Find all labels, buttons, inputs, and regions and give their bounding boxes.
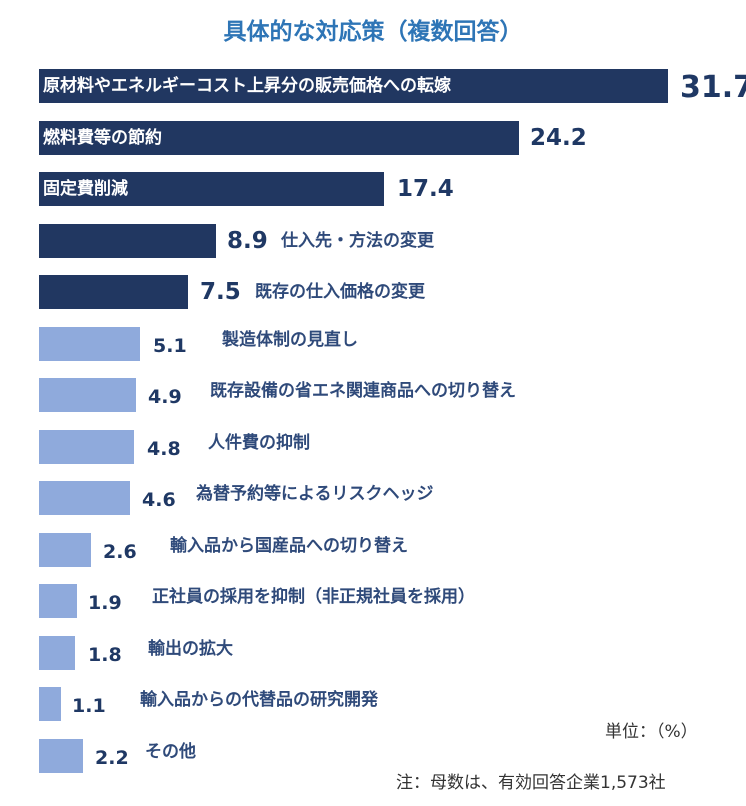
bar xyxy=(39,69,669,103)
category-label: 燃料費等の節約 xyxy=(43,127,162,148)
bar xyxy=(39,481,131,515)
value-label: 4.9 xyxy=(148,386,182,408)
category-label: 輸出の拡大 xyxy=(148,638,233,659)
value-label: 8.9 xyxy=(227,227,268,254)
category-label: 固定費削減 xyxy=(43,179,128,199)
value-label: 1.1 xyxy=(72,695,106,717)
bar xyxy=(39,326,141,361)
category-label: 人件費の抑制 xyxy=(208,432,310,453)
value-label: 17.4 xyxy=(397,176,454,202)
category-label: 既存設備の省エネ関連商品への切り替え xyxy=(210,381,516,401)
bar xyxy=(39,635,75,670)
value-label: 7.5 xyxy=(200,279,241,305)
value-label: 2.2 xyxy=(95,746,129,769)
category-label: 輸入品からの代替品の研究開発 xyxy=(140,690,378,710)
bar xyxy=(39,378,137,412)
value-label: 2.6 xyxy=(103,540,137,563)
bar xyxy=(39,120,520,155)
bar xyxy=(39,223,216,258)
value-label: 24.2 xyxy=(530,124,587,151)
category-label: 製造体制の見直し xyxy=(222,329,358,350)
value-label: 1.8 xyxy=(88,643,122,666)
bar xyxy=(39,532,91,567)
value-label: 1.9 xyxy=(88,592,122,614)
category-label: 為替予約等によるリスクヘッジ xyxy=(196,484,434,504)
chart-title: 具体的な対応策（複数回答） xyxy=(223,19,523,45)
value-label: 4.8 xyxy=(147,437,181,460)
category-label: 既存の仕入価格の変更 xyxy=(255,282,425,302)
value-label: 31.7 xyxy=(680,70,746,105)
bar xyxy=(39,429,135,464)
bar xyxy=(39,172,385,206)
bar xyxy=(39,275,188,309)
bar xyxy=(39,584,77,618)
category-label: 仕入先・方法の変更 xyxy=(281,230,434,251)
bar xyxy=(39,687,61,721)
unit-label: 単位：（%） xyxy=(605,722,698,742)
category-label: 正社員の採用を抑制（非正規社員を採用） xyxy=(152,587,475,607)
category-label: 輸入品から国産品への切り替え xyxy=(170,535,408,556)
footnote: 注：母数は、有効回答企業1,573社 xyxy=(396,773,666,793)
bar xyxy=(39,738,83,773)
category-label: その他 xyxy=(145,741,196,762)
value-label: 4.6 xyxy=(142,489,176,511)
value-label: 5.1 xyxy=(153,334,187,357)
category-label: 原材料やエネルギーコスト上昇分の販売価格への転嫁 xyxy=(43,76,451,96)
